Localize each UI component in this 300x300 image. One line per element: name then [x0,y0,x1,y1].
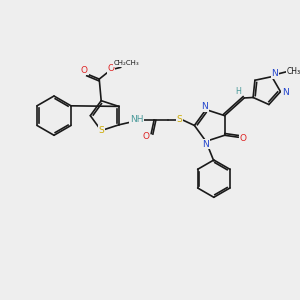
Text: CH₃: CH₃ [286,67,300,76]
Text: S: S [177,116,182,124]
Text: O: O [240,134,247,143]
Text: N: N [202,102,208,111]
Text: H: H [236,87,241,96]
Text: O: O [107,64,115,73]
Text: N: N [282,88,289,97]
Text: O: O [143,132,150,141]
Text: S: S [98,126,104,135]
Text: O: O [81,66,88,75]
Text: N: N [272,69,278,78]
Text: NH: NH [130,116,143,124]
Text: CH₂CH₃: CH₂CH₃ [114,60,140,66]
Text: N: N [202,140,209,149]
